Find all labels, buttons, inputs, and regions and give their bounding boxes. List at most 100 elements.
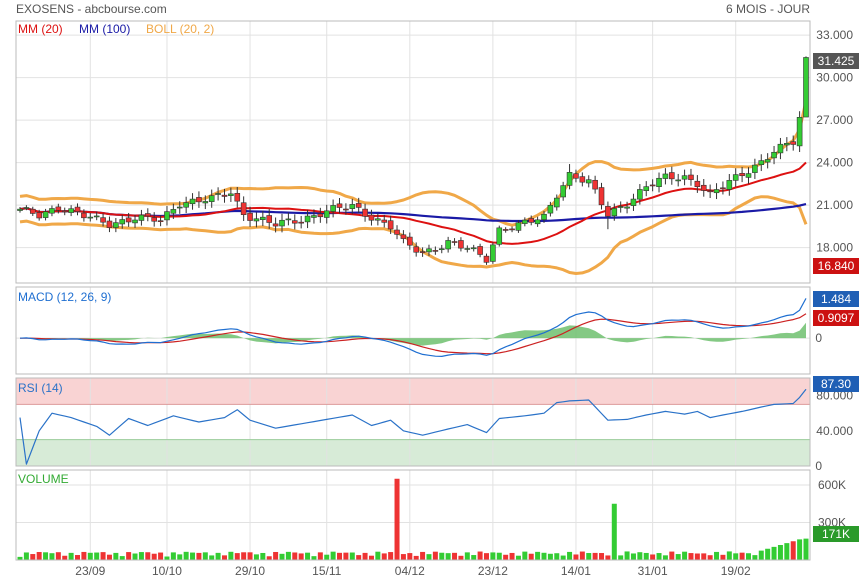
candle-body xyxy=(534,219,541,225)
candle-body xyxy=(298,221,304,224)
price-tick-label: 24.000 xyxy=(816,156,853,170)
volume-bar xyxy=(324,554,330,560)
candle-body xyxy=(106,220,113,228)
candle-body xyxy=(777,143,784,154)
volume-bar xyxy=(407,553,413,560)
volume-bar xyxy=(592,552,598,560)
volume-bar xyxy=(797,539,803,560)
candle-body xyxy=(522,219,528,224)
ma100-line xyxy=(19,203,807,223)
price-tick-label: 27.000 xyxy=(816,113,853,127)
volume-bar xyxy=(311,556,317,560)
candle-body xyxy=(42,211,49,218)
volume-bar xyxy=(234,553,240,560)
candle-body xyxy=(566,172,573,186)
candle-body xyxy=(125,217,132,223)
volume-bar xyxy=(100,552,106,560)
volume-bar xyxy=(305,552,311,560)
volume-bar xyxy=(643,552,649,560)
candle-body xyxy=(438,248,445,251)
candle-body xyxy=(221,194,228,197)
volume-bar xyxy=(547,553,553,560)
volume-bar xyxy=(151,553,157,560)
macd-tick-label: 0 xyxy=(815,331,822,345)
panel-frame xyxy=(15,286,811,375)
volume-bar xyxy=(349,552,355,560)
volume-bar xyxy=(330,551,336,560)
candle-body xyxy=(336,203,343,208)
candle-body xyxy=(419,251,426,253)
candle-body xyxy=(157,220,164,222)
volume-bar xyxy=(567,551,573,560)
volume-bar xyxy=(675,554,681,560)
volume-bar xyxy=(714,551,720,560)
volume-bar xyxy=(260,552,266,560)
candle-body xyxy=(132,219,138,224)
candle-body xyxy=(381,219,388,223)
volume-bar xyxy=(362,552,368,560)
candle-body xyxy=(483,255,490,263)
candle-body xyxy=(260,216,266,220)
rsi-oversold-zone xyxy=(16,439,810,466)
rsi-line xyxy=(19,388,807,465)
legend-macd: MACD (12, 26, 9) xyxy=(18,290,111,304)
volume-bar xyxy=(637,552,643,560)
volume-bar xyxy=(279,553,285,560)
volume-bar xyxy=(36,552,42,560)
rsi-panel: 80.000 40.000 0 xyxy=(15,377,853,473)
volume-bar xyxy=(611,503,617,560)
candle-body xyxy=(681,175,688,180)
volume-bar xyxy=(317,552,323,560)
candle-body xyxy=(784,143,790,146)
candle-body xyxy=(387,220,394,230)
candle-body xyxy=(266,215,273,223)
volume-bar xyxy=(784,543,790,560)
panel-frame xyxy=(15,377,811,467)
volume-bar xyxy=(202,552,208,560)
volume-bar xyxy=(145,552,151,560)
chart-title: EXOSENS - abcbourse.com xyxy=(16,2,167,16)
volume-bar xyxy=(560,555,566,560)
volume-bar xyxy=(81,551,87,560)
candle-body xyxy=(675,179,681,182)
volume-bar xyxy=(477,551,483,560)
candle-body xyxy=(164,211,170,221)
volume-bar xyxy=(375,551,381,560)
candle-body xyxy=(170,209,177,214)
candle-body xyxy=(196,197,202,203)
rsi-tick-label: 80.000 xyxy=(816,389,853,403)
price-panel: 33.000 30.000 27.000 24.000 21.000 18.000 xyxy=(15,20,853,284)
candle-body xyxy=(368,214,375,221)
candle-body xyxy=(317,213,324,218)
macd-line xyxy=(19,298,807,357)
volume-bar xyxy=(777,545,783,560)
candle-body xyxy=(694,180,701,188)
candle-body xyxy=(496,227,503,245)
legend-boll: BOLL (20, 2) xyxy=(146,22,214,36)
price-tick-label: 18.000 xyxy=(816,241,853,255)
candle-body xyxy=(323,210,330,218)
candle-body xyxy=(803,57,809,118)
volume-bar xyxy=(113,552,119,560)
candle-body xyxy=(375,218,381,221)
candle-body xyxy=(758,160,765,165)
candle-body xyxy=(637,189,643,200)
candle-body xyxy=(528,218,535,223)
volume-bar xyxy=(138,552,144,560)
volume-bar xyxy=(94,552,100,560)
volume-bar xyxy=(720,554,726,560)
price-tick-label: 30.000 xyxy=(816,71,853,85)
candle-body xyxy=(279,219,285,227)
candle-body xyxy=(579,176,586,183)
volume-bar xyxy=(688,553,694,560)
volume-bar xyxy=(343,552,349,560)
volume-bar xyxy=(662,555,668,560)
candle-body xyxy=(349,204,356,209)
candle-body xyxy=(362,208,368,217)
volume-bar xyxy=(30,554,36,560)
candle-body xyxy=(189,198,196,205)
volume-bar xyxy=(394,478,400,560)
volume-bar xyxy=(733,553,739,560)
candle-body xyxy=(61,210,68,213)
candle-body xyxy=(726,180,733,190)
